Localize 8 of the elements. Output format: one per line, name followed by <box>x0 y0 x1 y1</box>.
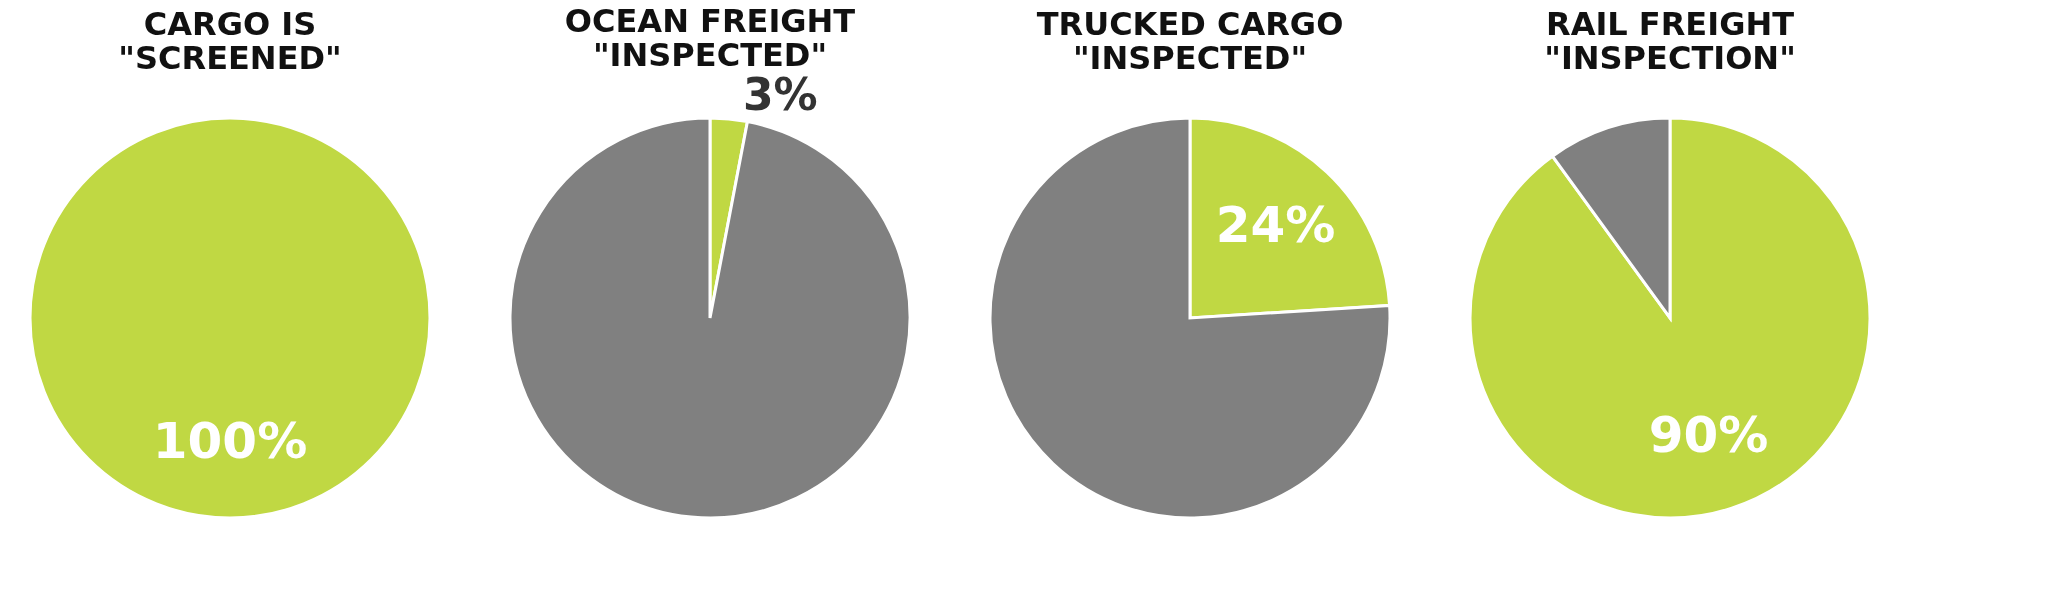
chart-title: CARGO IS "SCREENED" <box>118 5 342 77</box>
pie-slice <box>988 116 1392 520</box>
chart-title: TRUCKED CARGO "INSPECTED" <box>1036 5 1344 77</box>
data-label: 100% <box>152 412 308 470</box>
data-label: 90% <box>1648 405 1769 464</box>
chart-title: RAIL FREIGHT "INSPECTION" <box>1544 5 1796 77</box>
data-label: 24% <box>1215 195 1336 254</box>
pie-slice <box>508 116 912 520</box>
